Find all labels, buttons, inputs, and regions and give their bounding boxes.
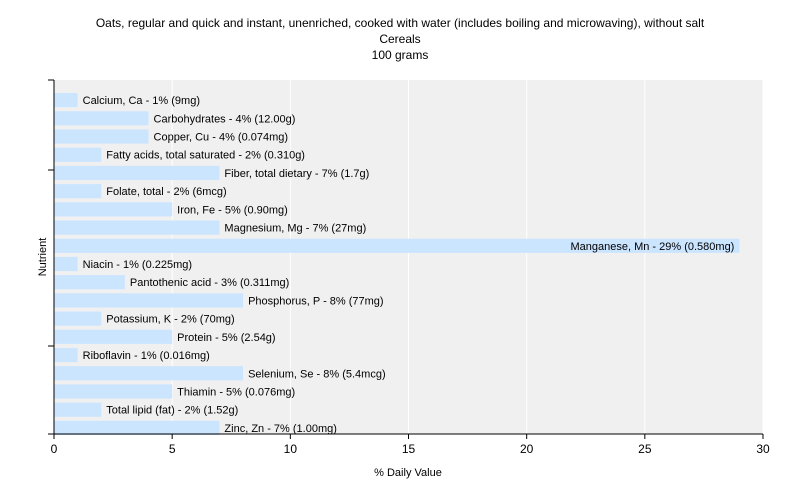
x-axis-title: % Daily Value xyxy=(374,467,442,479)
bar-label: Zinc, Zn - 7% (1.00mg) xyxy=(224,423,336,435)
bar-label: Manganese, Mn - 29% (0.580mg) xyxy=(570,241,734,253)
bar xyxy=(54,366,244,381)
bar xyxy=(54,275,125,290)
bar xyxy=(54,111,149,126)
bar xyxy=(54,202,173,217)
chart-title: Oats, regular and quick and instant, une… xyxy=(95,16,705,30)
bar xyxy=(54,184,102,199)
bar-label: Potassium, K - 2% (70mg) xyxy=(106,314,234,326)
bar-label: Folate, total - 2% (6mcg) xyxy=(106,186,226,198)
bar-label: Thiamin - 5% (0.076mg) xyxy=(177,386,295,398)
bar xyxy=(54,329,173,344)
bar-label: Riboflavin - 1% (0.016mg) xyxy=(83,350,210,362)
bar xyxy=(54,93,78,108)
chart-subtitle: Cereals xyxy=(379,32,421,46)
bar xyxy=(54,220,220,235)
bar-label: Magnesium, Mg - 7% (27mg) xyxy=(224,223,366,235)
bar-label: Pantothenic acid - 3% (0.311mg) xyxy=(130,277,289,289)
bar xyxy=(54,420,220,435)
bar-label: Fatty acids, total saturated - 2% (0.310… xyxy=(106,150,305,162)
x-tick-label: 30 xyxy=(756,442,770,456)
x-tick-label: 20 xyxy=(520,442,534,456)
bar xyxy=(54,384,173,399)
x-tick-label: 10 xyxy=(284,442,298,456)
bar xyxy=(54,238,740,253)
bar xyxy=(54,256,78,272)
bar xyxy=(54,311,102,326)
chart-subtitle-serving: 100 grams xyxy=(371,48,429,62)
x-tick-label: 5 xyxy=(169,442,176,456)
bar-label: Phosphorus, P - 8% (77mg) xyxy=(248,295,384,307)
bar-label: Calcium, Ca - 1% (9mg) xyxy=(83,95,200,107)
bar-label: Niacin - 1% (0.225mg) xyxy=(83,259,192,271)
bar-label: Selenium, Se - 8% (5.4mcg) xyxy=(248,368,386,380)
x-tick-label: 0 xyxy=(51,442,58,456)
bar-label: Iron, Fe - 5% (0.90mg) xyxy=(177,204,288,216)
y-axis-title: Nutrient xyxy=(37,238,49,277)
bar-label: Copper, Cu - 4% (0.074mg) xyxy=(154,132,289,144)
bar-labels: Calcium, Ca - 1% (9mg) Carbohydrates - 4%… xyxy=(83,95,735,435)
x-tick-label: 25 xyxy=(638,442,652,456)
bar xyxy=(54,347,78,363)
bar xyxy=(54,129,149,144)
bar xyxy=(54,402,102,417)
bar-label: Fiber, total dietary - 7% (1.7g) xyxy=(224,168,369,180)
bar xyxy=(54,165,220,181)
bar-label: Total lipid (fat) - 2% (1.52g) xyxy=(106,405,238,417)
bar-label: Protein - 5% (2.54g) xyxy=(177,332,275,344)
bar xyxy=(54,147,102,162)
bar-label: Carbohydrates - 4% (12.00g) xyxy=(154,113,296,125)
x-tick-label: 15 xyxy=(402,442,416,456)
axes: 0 5 10 15 20 25 30 xyxy=(48,79,770,456)
bar xyxy=(54,293,244,308)
bars xyxy=(54,93,740,435)
